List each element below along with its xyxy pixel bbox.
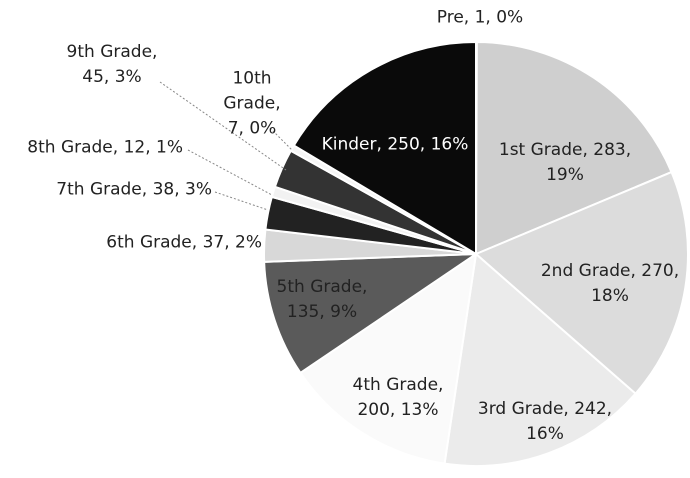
data-label: 3rd Grade, 242, 16%	[477, 399, 613, 444]
pie-slice	[299, 251, 478, 465]
leader-line	[269, 127, 293, 151]
data-label: 7th Grade, 38, 3%	[56, 179, 212, 200]
data-label: 5th Grade, 135, 9%	[276, 277, 368, 322]
pie-slice	[474, 40, 673, 256]
pie-slice	[263, 252, 480, 375]
leader-lines	[159, 81, 293, 211]
data-label: 2nd Grade, 270, 18%	[540, 261, 680, 306]
data-label: Kinder, 250, 16%	[321, 134, 469, 155]
data-label: 8th Grade, 12, 1%	[27, 137, 183, 158]
data-label: 6th Grade, 37, 2%	[106, 232, 262, 253]
leader-line	[159, 81, 287, 171]
data-label: 10th Grade, 7, 0%	[223, 68, 281, 139]
pie-slice	[443, 252, 637, 467]
data-label: Pre, 1, 0%	[436, 7, 524, 28]
data-label: 1st Grade, 283, 19%	[498, 140, 632, 185]
data-label: 4th Grade, 200, 13%	[352, 375, 444, 420]
pie-slice	[292, 40, 477, 256]
pie-slice	[474, 170, 689, 396]
leader-line	[214, 191, 269, 211]
data-label: 9th Grade, 45, 3%	[66, 42, 158, 87]
